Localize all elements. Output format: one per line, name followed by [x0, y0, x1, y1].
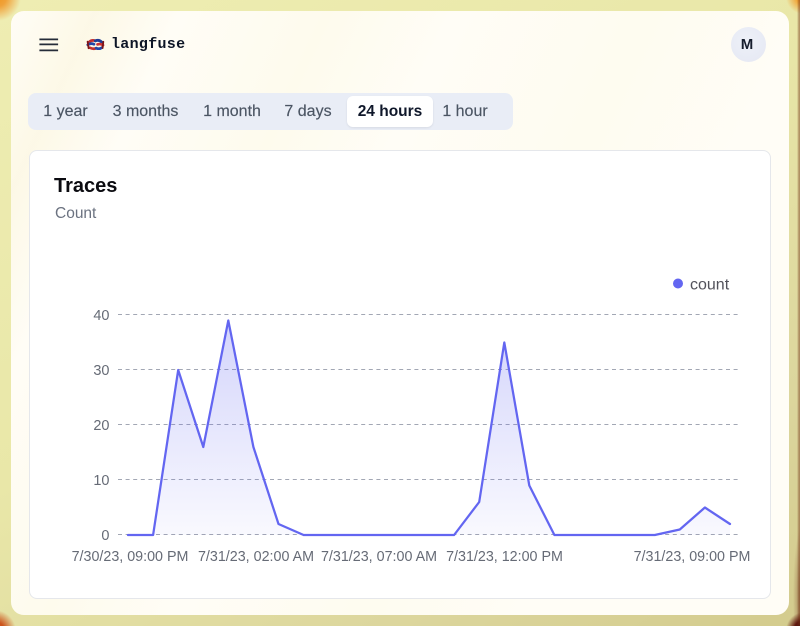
svg-text:7/31/23, 12:00 PM: 7/31/23, 12:00 PM [446, 549, 563, 565]
svg-text:7/30/23, 09:00 PM: 7/30/23, 09:00 PM [72, 549, 189, 565]
svg-text:40: 40 [93, 308, 109, 324]
svg-text:7/31/23, 07:00 AM: 7/31/23, 07:00 AM [321, 549, 437, 565]
svg-text:20: 20 [93, 418, 109, 434]
svg-text:30: 30 [93, 363, 109, 379]
svg-text:10: 10 [93, 473, 109, 489]
svg-text:count: count [690, 277, 730, 294]
svg-text:0: 0 [101, 528, 109, 544]
svg-text:7/31/23, 02:00 AM: 7/31/23, 02:00 AM [198, 549, 314, 565]
svg-text:7/31/23, 09:00 PM: 7/31/23, 09:00 PM [634, 549, 751, 565]
